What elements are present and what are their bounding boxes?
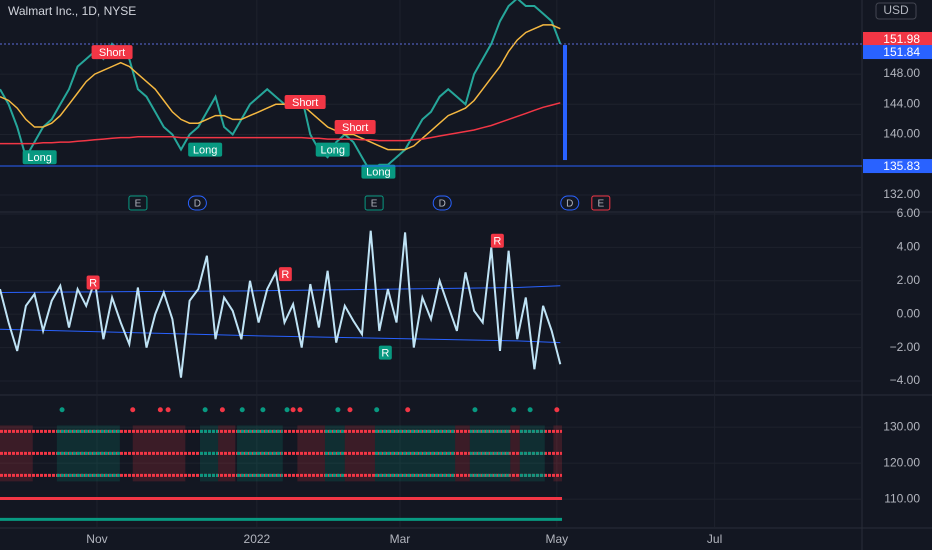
price-label-bg [863, 31, 932, 46]
y-tick-label: 2.00 [897, 273, 921, 287]
signal-dot [290, 407, 296, 413]
chart-title: Walmart Inc., 1D, NYSE [8, 4, 136, 18]
y-tick-label: 148.00 [883, 66, 920, 80]
x-tick-label: Jul [707, 532, 722, 546]
event-label: E [135, 199, 142, 210]
y-tick-label: 132.00 [883, 187, 920, 201]
signal-label: Long [27, 152, 51, 164]
signal-label-bg [361, 164, 396, 179]
signal-label: R [281, 269, 289, 281]
currency-box [875, 2, 917, 20]
event-badge [128, 195, 148, 211]
signal-label: Short [342, 122, 368, 134]
price-label-bg [863, 159, 932, 174]
y-tick-label: −4.00 [890, 373, 921, 387]
signal-dot [202, 407, 208, 413]
price-label: 151.84 [883, 45, 920, 59]
signal-dot [527, 407, 533, 413]
y-tick-label: 0.00 [897, 306, 921, 320]
event-badge [364, 195, 384, 211]
y-tick-label: 4.00 [897, 240, 921, 254]
signal-dot [335, 407, 341, 413]
price-label-bg [863, 45, 932, 60]
signal-dot [59, 407, 65, 413]
series-line [0, 24, 561, 151]
signal-label: Short [292, 97, 318, 109]
signal-dot [554, 407, 560, 413]
signal-label: Long [320, 145, 344, 157]
signal-dot [472, 407, 478, 413]
signal-label-bg [490, 233, 504, 248]
y-tick-label: −2.00 [890, 340, 921, 354]
y-tick-label: 144.00 [883, 96, 920, 110]
signal-dot [239, 407, 245, 413]
y-tick-label: 130.00 [883, 419, 920, 433]
price-label: 135.83 [883, 159, 920, 173]
currency: USD [883, 3, 909, 17]
signal-label-bg [86, 275, 100, 290]
x-tick-label: 2022 [244, 532, 271, 546]
signal-label-bg [334, 119, 376, 134]
event-label: E [597, 199, 604, 210]
price-label: 151.98 [883, 32, 920, 46]
signal-label: R [89, 277, 97, 289]
signal-label: Long [366, 166, 390, 178]
signal-dot [297, 407, 303, 413]
signal-dot [284, 407, 290, 413]
event-badge [591, 195, 611, 211]
signal-label: R [493, 236, 501, 248]
y-tick-label: 6.00 [897, 206, 921, 220]
signal-dot [260, 407, 266, 413]
signal-label-bg [278, 267, 292, 282]
signal-label: Long [193, 145, 217, 157]
signal-dot [157, 407, 163, 413]
event-label: D [566, 199, 573, 210]
signal-label-bg [91, 45, 133, 60]
y-tick-label: 110.00 [884, 491, 920, 505]
series-line [0, 102, 561, 145]
event-badge [432, 195, 452, 211]
signal-label-bg [284, 95, 326, 110]
event-label: D [194, 199, 201, 210]
y-tick-label: 120.00 [883, 455, 920, 469]
signal-dot [405, 407, 411, 413]
range-bar [563, 45, 567, 161]
zone [510, 425, 520, 482]
signal-dot [347, 407, 353, 413]
signal-label: Short [99, 47, 125, 59]
event-label: E [371, 199, 378, 210]
signal-label-bg [315, 142, 350, 157]
event-badge [560, 195, 580, 211]
signal-label: R [381, 347, 389, 359]
x-tick-label: May [546, 532, 569, 546]
x-tick-label: Nov [86, 532, 107, 546]
signal-label-bg [22, 150, 57, 165]
signal-dot [165, 407, 171, 413]
event-badge [187, 195, 207, 211]
signal-dot [219, 407, 225, 413]
signal-dot [511, 407, 517, 413]
x-tick-label: Mar [390, 532, 411, 546]
signal-label-bg [378, 345, 392, 360]
signal-dot [374, 407, 380, 413]
event-label: D [439, 199, 446, 210]
signal-dot [130, 407, 136, 413]
y-tick-label: 140.00 [883, 127, 920, 141]
signal-label-bg [188, 142, 223, 157]
